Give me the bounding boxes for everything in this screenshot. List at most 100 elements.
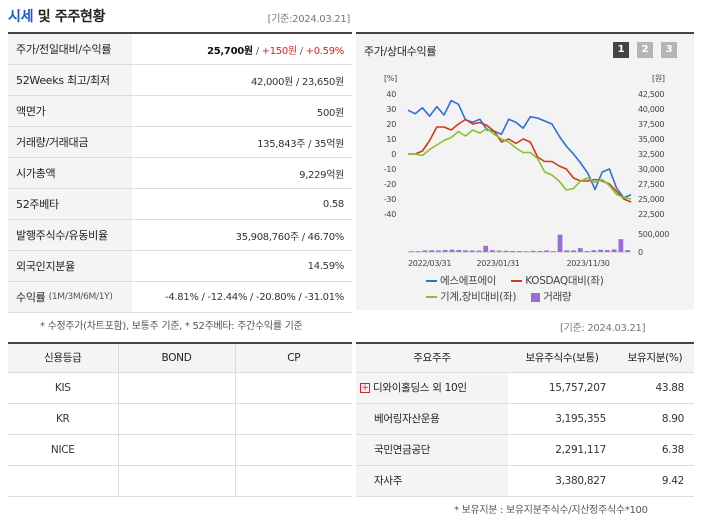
volume-bar (503, 250, 509, 252)
volume-bar (422, 250, 428, 252)
row-label: 시가총액 (8, 158, 132, 188)
cp-rating (234, 402, 352, 435)
section-title: 시세 및 주주현황 (8, 6, 106, 26)
volume-bar (442, 249, 448, 252)
row-value: 14.59% (307, 260, 345, 272)
right-tick-label: 42,500 (638, 90, 664, 99)
row-label-sub: (1M/3M/6M/1Y) (48, 292, 113, 302)
chart-title: 주가/상대수익률 (364, 45, 437, 58)
volume-bar (469, 250, 475, 252)
expand-icon[interactable]: + (360, 383, 370, 393)
volume-bar (490, 250, 495, 252)
current-price: 25,700원 (207, 45, 253, 57)
volume-bar (415, 251, 421, 252)
row-value: 500원 (316, 107, 344, 119)
left-tick-label: -40 (384, 210, 396, 219)
series-line (408, 118, 632, 203)
volume-bar (557, 234, 563, 252)
price-table: 주가/전일대비/수익률 25,700원 / +150원 / +0.59% 52W… (8, 32, 352, 313)
price-footnote: * 수정주가(차트포함), 보통주 기준, * 52주베타: 주간수익률 기준 (40, 321, 303, 332)
left-tick-label: 20 (386, 120, 396, 129)
chart-page-1-button[interactable]: 1 (613, 42, 629, 58)
price-row: 외국인지분율 14.59% (8, 251, 352, 282)
volume-bar (611, 249, 617, 252)
left-tick-label: -10 (384, 165, 396, 174)
volume-tick-label: 500,000 (638, 230, 669, 239)
bond-rating (117, 433, 236, 466)
shareholder-name: 국민연금공단 (356, 434, 508, 466)
section-title-rest: 및 주주현황 (33, 9, 106, 25)
rating-agency: KR (8, 402, 119, 435)
x-tick-label: 2022/03/31 (408, 259, 451, 268)
chart-panel: 주가/상대수익률 1 2 3 [%] [원] 40 30 20 10 0 -10 -20 -30 -… (356, 32, 694, 310)
volume-bar (463, 250, 468, 252)
price-row: 52Weeks 최고/최저 42,000원 / 23,650원 (8, 65, 352, 96)
chart-page-3-button[interactable]: 3 (661, 42, 677, 58)
price-row: 시가총액 9,229억원 (8, 158, 352, 189)
price-row: 거래량/거래대금 135,843주 / 35억원 (8, 127, 352, 158)
table-row: 국민연금공단 2,291,117 6.38 (356, 434, 694, 466)
row-value: 0.58 (322, 198, 344, 210)
volume-tick-label: 0 (638, 248, 643, 257)
ownership-pct: 9.42 (616, 465, 694, 497)
volume-bar (584, 250, 590, 252)
legend-item: 기계,장비대비(좌) (426, 291, 516, 303)
shareholder-footnote: * 보유지분 : 보유지분주식수/지산정주식수*100 (454, 505, 648, 516)
volume-bar (510, 250, 516, 252)
volume-bar (550, 251, 556, 252)
row-value: 42,000원 / 23,650원 (250, 76, 344, 88)
volume-bar (618, 239, 624, 252)
column-header: BOND (117, 342, 236, 373)
column-header: 신용등급 (8, 342, 119, 373)
shares-held: 15,757,207 (508, 372, 616, 404)
volume-bar (496, 250, 502, 252)
right-tick-label: 37,500 (638, 120, 664, 129)
shares-held: 3,380,827 (508, 465, 616, 497)
row-label: 수익률 (1M/3M/6M/1Y) (8, 282, 132, 312)
left-tick-label: -20 (384, 180, 396, 189)
left-tick-label: 0 (391, 150, 396, 159)
ownership-pct: 6.38 (616, 434, 694, 466)
table-row: KR (8, 402, 352, 435)
volume-bar (591, 250, 597, 252)
table-row: + 디와이홀딩스 외 10인 15,757,207 43.88 (356, 372, 694, 404)
right-tick-label: 27,500 (638, 180, 664, 189)
volume-bar (604, 250, 610, 252)
row-label: 액면가 (8, 96, 132, 126)
volume-bar (577, 248, 583, 252)
table-row: 베어링자산운용 3,195,355 8.90 (356, 403, 694, 435)
x-tick-label: 2023/11/30 (566, 259, 609, 268)
column-header: 보유주식수(보통) (508, 343, 616, 373)
rating-agency: NICE (8, 433, 119, 466)
chart-page-2-button[interactable]: 2 (637, 42, 653, 58)
right-tick-label: 30,000 (638, 165, 664, 174)
volume-bar (449, 249, 455, 252)
price-chart: [%] [원] 40 30 20 10 0 -10 -20 -30 -40 42,500 40,000 3… (384, 74, 670, 268)
row-value: 135,843주 / 35억원 (257, 138, 344, 150)
row-label: 거래량/거래대금 (8, 127, 132, 157)
right-tick-label: 25,000 (638, 195, 664, 204)
volume-bar (530, 250, 536, 252)
bond-rating (117, 402, 236, 435)
right-axis-unit: [원] (652, 74, 665, 83)
legend-item: 거래량 (531, 291, 572, 303)
chart-base-date: [기준: 2024.03.21] (560, 323, 646, 334)
volume-bar (523, 251, 529, 252)
row-label: 주가/전일대비/수익률 (8, 34, 132, 64)
ownership-pct: 8.90 (616, 403, 694, 435)
left-axis-unit: [%] (384, 74, 397, 83)
right-tick-label: 40,000 (638, 105, 664, 114)
left-tick-label: 10 (386, 135, 396, 144)
price-row: 주가/전일대비/수익률 25,700원 / +150원 / +0.59% (8, 34, 352, 65)
volume-bar (476, 250, 482, 252)
shares-held: 2,291,117 (508, 434, 616, 466)
price-change-rate: +0.59% (305, 45, 345, 57)
row-label: 외국인지분율 (8, 251, 132, 281)
price-row: 발행주식수/유동비율 35,908,760주 / 46.70% (8, 220, 352, 251)
column-header: 주요주주 (356, 343, 508, 373)
price-change: +150원 (261, 45, 297, 57)
table-row: KIS (8, 371, 352, 404)
volume-bar (517, 251, 522, 252)
volume-bar (429, 250, 435, 252)
ownership-pct: 43.88 (616, 372, 694, 404)
